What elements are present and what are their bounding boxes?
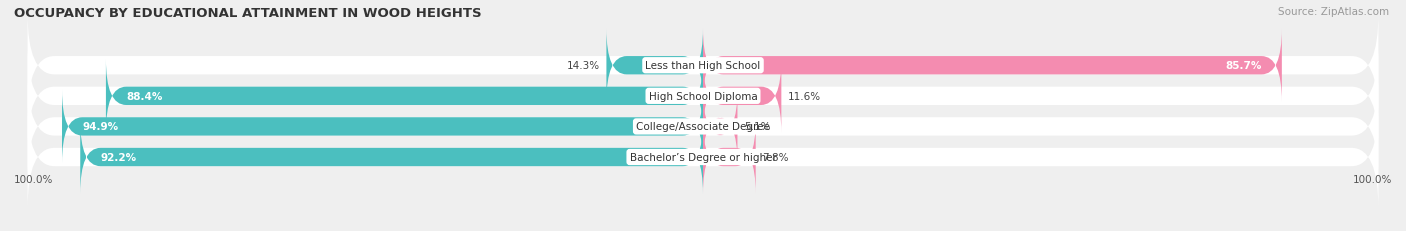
Text: Less than High School: Less than High School [645,61,761,71]
Text: OCCUPANCY BY EDUCATIONAL ATTAINMENT IN WOOD HEIGHTS: OCCUPANCY BY EDUCATIONAL ATTAINMENT IN W… [14,7,482,20]
FancyBboxPatch shape [703,90,738,163]
FancyBboxPatch shape [28,14,1378,118]
FancyBboxPatch shape [28,75,1378,179]
FancyBboxPatch shape [606,29,703,103]
Text: 100.0%: 100.0% [1353,174,1392,184]
Text: Source: ZipAtlas.com: Source: ZipAtlas.com [1278,7,1389,17]
Text: College/Associate Degree: College/Associate Degree [636,122,770,132]
FancyBboxPatch shape [105,60,703,133]
FancyBboxPatch shape [62,90,703,163]
Text: 11.6%: 11.6% [789,91,821,101]
FancyBboxPatch shape [28,106,1378,209]
Text: 7.8%: 7.8% [762,152,789,162]
FancyBboxPatch shape [703,60,782,133]
FancyBboxPatch shape [80,121,703,194]
Text: 14.3%: 14.3% [567,61,600,71]
Text: 5.1%: 5.1% [744,122,770,132]
Text: 88.4%: 88.4% [127,91,163,101]
Text: 92.2%: 92.2% [100,152,136,162]
FancyBboxPatch shape [703,121,755,194]
FancyBboxPatch shape [703,29,1282,103]
Text: 85.7%: 85.7% [1225,61,1261,71]
FancyBboxPatch shape [28,45,1378,148]
Text: 100.0%: 100.0% [14,174,53,184]
Text: High School Diploma: High School Diploma [648,91,758,101]
Text: 94.9%: 94.9% [83,122,118,132]
Text: Bachelor’s Degree or higher: Bachelor’s Degree or higher [630,152,776,162]
